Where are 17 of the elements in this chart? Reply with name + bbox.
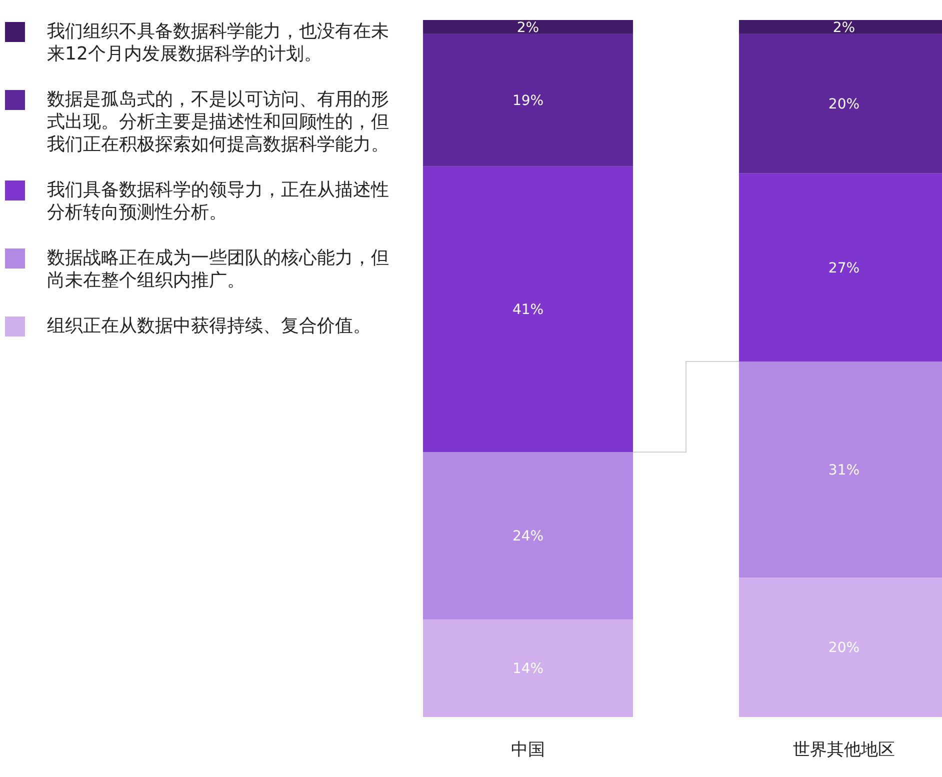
data-label: 24% bbox=[512, 528, 544, 545]
legend-label: 组织正在从数据中获得持续、复合价值。 bbox=[47, 316, 371, 336]
x-tick-label: 世界其他地区 bbox=[792, 740, 895, 760]
data-label: 14% bbox=[512, 661, 544, 678]
legend-label: 我们组织不具备数据科学能力，也没有在未来12个月内发展数据科学的计划。 bbox=[47, 21, 389, 64]
data-label: 20% bbox=[828, 640, 860, 656]
data-label: 31% bbox=[828, 462, 860, 478]
data-label: 20% bbox=[828, 96, 860, 113]
data-label: 41% bbox=[512, 302, 544, 318]
legend-label: 数据战略正在成为一些团队的核心能力，但尚未在整个组织内推广。 bbox=[47, 248, 389, 291]
legend-label: 数据是孤岛式的，不是以可访问、有用的形式出现。分析主要是描述性和回顾性的，但我们正在积极探索如何提高数据科学能力。 bbox=[47, 89, 389, 155]
x-tick-label: 中国 bbox=[511, 740, 546, 760]
data-label: 19% bbox=[512, 93, 544, 110]
data-label: 27% bbox=[828, 260, 860, 276]
legend-label: 我们具备数据科学的领导力，正在从描述性分析转向预测性分析。 bbox=[47, 180, 389, 223]
data-label: 2% bbox=[516, 20, 540, 36]
data-label: 2% bbox=[832, 20, 856, 36]
